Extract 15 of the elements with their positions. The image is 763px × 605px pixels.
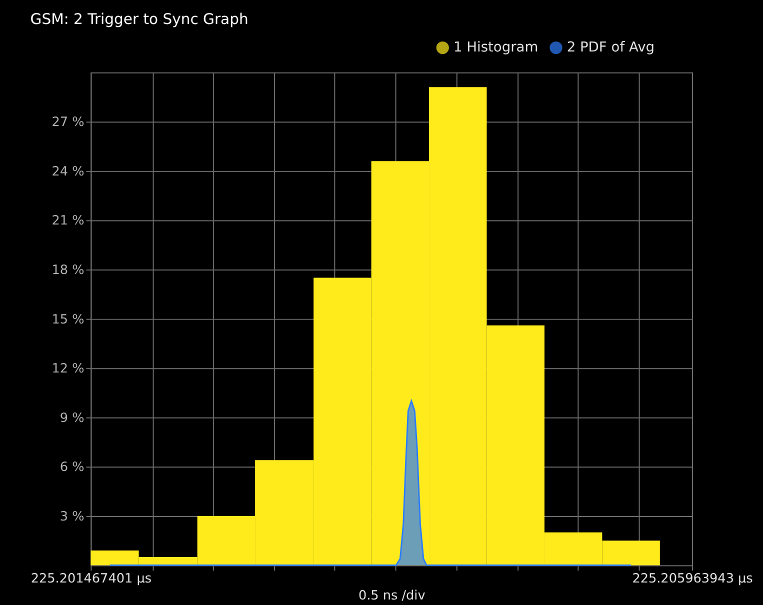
x-axis-title: 0.5 ns /div: [358, 588, 426, 604]
legend-label: 2 PDF of Avg: [566, 40, 654, 56]
y-tick-label: 3 %: [60, 509, 84, 524]
legend-label: 1 Histogram: [453, 40, 538, 56]
y-tick-label: 15 %: [52, 312, 84, 328]
y-tick-label: 12 %: [52, 362, 84, 377]
y-tick-label: 27 %: [52, 115, 84, 130]
chart-title: GSM: 2 Trigger to Sync Graph: [30, 11, 248, 28]
x-tick-label: 225.205963943 µs: [632, 572, 754, 587]
y-tick-label: 6 %: [60, 460, 84, 476]
y-tick-label: 9 %: [60, 410, 84, 426]
x-tick-label: 225.201467401 µs: [30, 572, 152, 587]
y-tick-label: 24 %: [52, 164, 84, 180]
y-tick-label: 18 %: [52, 262, 84, 278]
y-tick-label: 21 %: [52, 214, 84, 229]
